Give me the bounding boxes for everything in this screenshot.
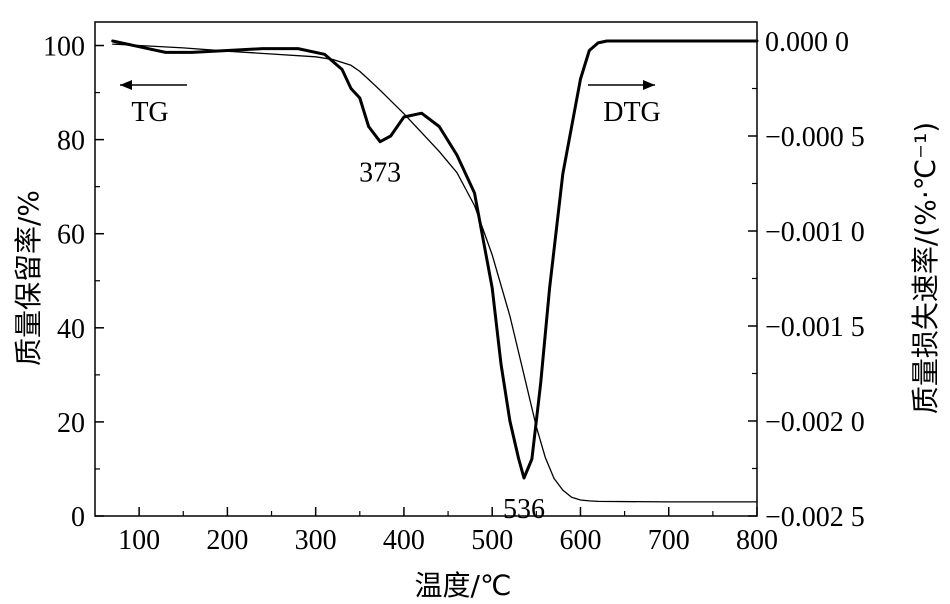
y-left-tick-label: 40 [57,314,85,345]
x-tick-label: 600 [559,525,601,556]
y-right-tick-label: −0.001 0 [765,217,865,248]
y-left-axis-title: 质量保留率/% [12,190,45,366]
y-left-tick-label: 100 [43,32,85,63]
x-tick-label: 100 [118,525,160,556]
plot-border [94,21,758,517]
y-left-tick-label: 60 [57,220,85,251]
y-left-axis-ticks: 0 20 40 60 80 100 [43,32,104,533]
x-tick-label: 400 [383,525,425,556]
y-left-tick-label: 80 [57,126,85,157]
y-left-tick-label: 0 [71,502,85,533]
x-tick-label: 800 [736,525,778,556]
x-tick-label: 300 [295,525,337,556]
x-tick-label: 500 [471,525,513,556]
plot-frame [94,21,758,517]
series-line-tg [112,43,758,503]
y-right-tick-label: 0.000 0 [765,27,849,58]
series-arrowhead-dtg [643,80,655,90]
series-line-dtg [111,39,759,480]
annotation-layer: 373 536 [359,158,545,525]
peak-annotation-373: 373 [359,158,401,189]
y-right-tick-label: −0.002 0 [765,407,865,438]
y-right-tick-label: −0.001 5 [765,312,865,343]
y-left-tick-label: 20 [57,408,85,439]
x-tick-label: 200 [206,525,248,556]
x-axis-ticks: 100 200 300 400 500 600 700 800 [118,507,778,556]
series-label-dtg: DTG [603,97,661,128]
peak-annotation-536: 536 [503,494,545,525]
series-label-tg: TG [131,97,168,128]
y-right-axis-title: 质量损失速率/(%·℃⁻¹) [909,122,942,414]
series-layer: TG DTG [111,39,759,503]
y-right-axis-ticks: 0.000 0 −0.000 5 −0.001 0 −0.001 5 −0.002 0 −… [748,27,865,533]
x-axis-title: 温度/℃ [415,569,512,602]
x-tick-label: 700 [648,525,690,556]
series-arrowhead-tg [120,80,132,90]
y-right-tick-label: −0.002 5 [765,502,865,533]
y-right-tick-label: −0.000 5 [765,122,865,153]
